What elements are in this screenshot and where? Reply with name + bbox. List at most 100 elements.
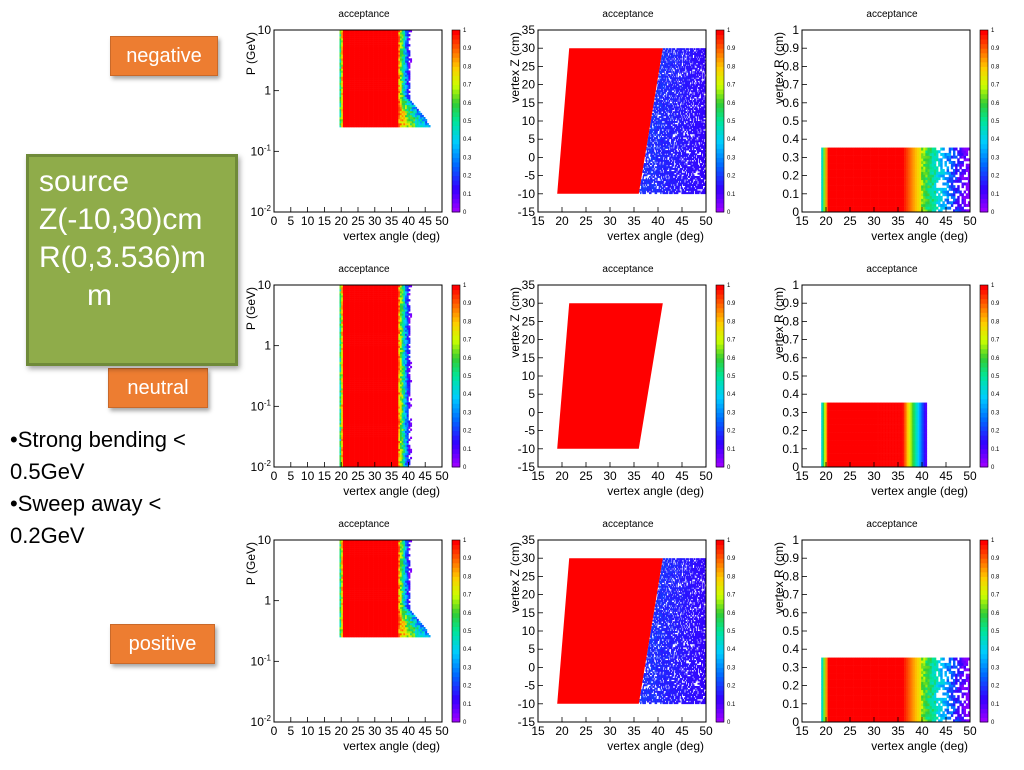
heatmap-cell (675, 142, 676, 144)
heatmap-cell (422, 115, 424, 117)
colorbar-tick-label: 0 (463, 210, 467, 216)
colorbar-segment (452, 185, 460, 190)
heatmap-cell (657, 95, 658, 97)
heatmap-cell (662, 170, 663, 172)
colorbar-segment (716, 171, 724, 176)
colorbar-segment (716, 126, 724, 131)
x-tick-label: 45 (419, 214, 433, 228)
colorbar-tick-label: 0.1 (727, 192, 736, 198)
colorbar-segment (716, 62, 724, 67)
heatmap-cell (407, 60, 409, 62)
x-tick-label: 10 (301, 214, 315, 228)
heatmap-cell (408, 77, 410, 79)
colorbar-segment (452, 98, 460, 103)
colorbar-segment (716, 203, 724, 208)
heatmap-cell (408, 52, 410, 54)
heatmap-cell (673, 186, 674, 188)
heatmap-cell (407, 56, 409, 58)
heatmap-cell (680, 158, 681, 160)
colorbar-segment (716, 194, 724, 199)
heatmap-cell (408, 70, 410, 72)
note-line-1: •Strong bending < (10, 424, 186, 456)
heatmap-cell (410, 101, 412, 103)
heatmap-cell (674, 61, 675, 63)
colorbar-segment (716, 139, 724, 144)
heatmap-cell (408, 34, 410, 36)
heatmap-cell (408, 83, 410, 85)
colorbar-segment (716, 80, 724, 85)
heatmap-cell (408, 99, 410, 101)
colorbar-segment (452, 121, 460, 126)
heatmap-cell (408, 64, 410, 66)
heatmap-cell (407, 48, 409, 50)
heatmap-cell (672, 153, 673, 155)
colorbar-segment (452, 126, 460, 131)
colorbar-segment (716, 103, 724, 108)
colorbar-tick-label: 0.8 (727, 64, 736, 70)
colorbar-segment (452, 198, 460, 203)
colorbar-segment (716, 144, 724, 149)
heatmap-cell (415, 107, 417, 109)
colorbar-segment (716, 185, 724, 190)
heatmap-cell (425, 119, 427, 121)
colorbar-segment (452, 135, 460, 140)
heatmap-cell (408, 72, 410, 74)
plot-negative-vertex-z: acceptance00.10.20.30.40.50.60.70.80.911… (506, 2, 736, 260)
colorbar-segment (716, 112, 724, 117)
neutral-label: neutral (108, 368, 208, 408)
colorbar-segment (716, 167, 724, 172)
heatmap-cell (408, 50, 410, 52)
colorbar-segment (452, 44, 460, 49)
colorbar-segment (716, 44, 724, 49)
colorbar-segment (452, 176, 460, 181)
colorbar-tick-label: 0.4 (727, 137, 736, 143)
colorbar-segment (716, 176, 724, 181)
colorbar-tick-label: 0.2 (463, 174, 472, 180)
colorbar-segment (452, 180, 460, 185)
colorbar-segment (452, 157, 460, 162)
heatmap-cell (427, 123, 429, 125)
colorbar-tick-label: 0.7 (727, 83, 736, 89)
colorbar-segment (452, 189, 460, 194)
heatmap-cell (408, 87, 410, 89)
heatmap-cell (408, 44, 410, 46)
colorbar-segment (716, 130, 724, 135)
colorbar-tick-label: 0.6 (727, 101, 736, 107)
colorbar-tick-label: 0.3 (463, 155, 472, 161)
colorbar-tick-label: 0.2 (727, 174, 736, 180)
heatmap-cell (653, 168, 654, 170)
heatmap-cell (408, 85, 410, 87)
note-line-2: 0.5GeV (10, 456, 186, 488)
x-tick-label: 20 (335, 214, 349, 228)
heatmap-cell (429, 125, 431, 127)
colorbar-segment (716, 98, 724, 103)
heatmap-cell (676, 103, 677, 105)
colorbar-segment (716, 116, 724, 121)
x-tick-label: 0 (271, 214, 278, 228)
x-tick-label: 35 (385, 214, 399, 228)
colorbar-segment (716, 39, 724, 44)
colorbar-segment (452, 112, 460, 117)
heatmap-cell (681, 118, 682, 120)
y-tick-label: 10-2 (251, 204, 272, 219)
colorbar-segment (452, 89, 460, 94)
colorbar-tick-label: 0.9 (463, 46, 472, 52)
note-line-3: •Sweep away < (10, 488, 186, 520)
heatmap-cell (407, 68, 409, 70)
heatmap-cell (408, 97, 410, 99)
heatmap-cell (408, 91, 410, 93)
y-tick-label: 10-1 (251, 143, 272, 158)
heatmap-cell (669, 100, 670, 102)
heatmap-cell (418, 111, 420, 113)
heatmap-cell (424, 117, 426, 119)
heatmap-cell (679, 191, 680, 193)
colorbar-segment (452, 162, 460, 167)
x-tick-label: 15 (318, 214, 332, 228)
heatmap-cell (665, 94, 666, 96)
colorbar-segment (452, 103, 460, 108)
colorbar-segment (452, 66, 460, 71)
x-tick-label: 25 (351, 214, 365, 228)
x-tick-label: 40 (402, 214, 416, 228)
colorbar-segment (716, 148, 724, 153)
heatmap-cell (407, 42, 409, 44)
